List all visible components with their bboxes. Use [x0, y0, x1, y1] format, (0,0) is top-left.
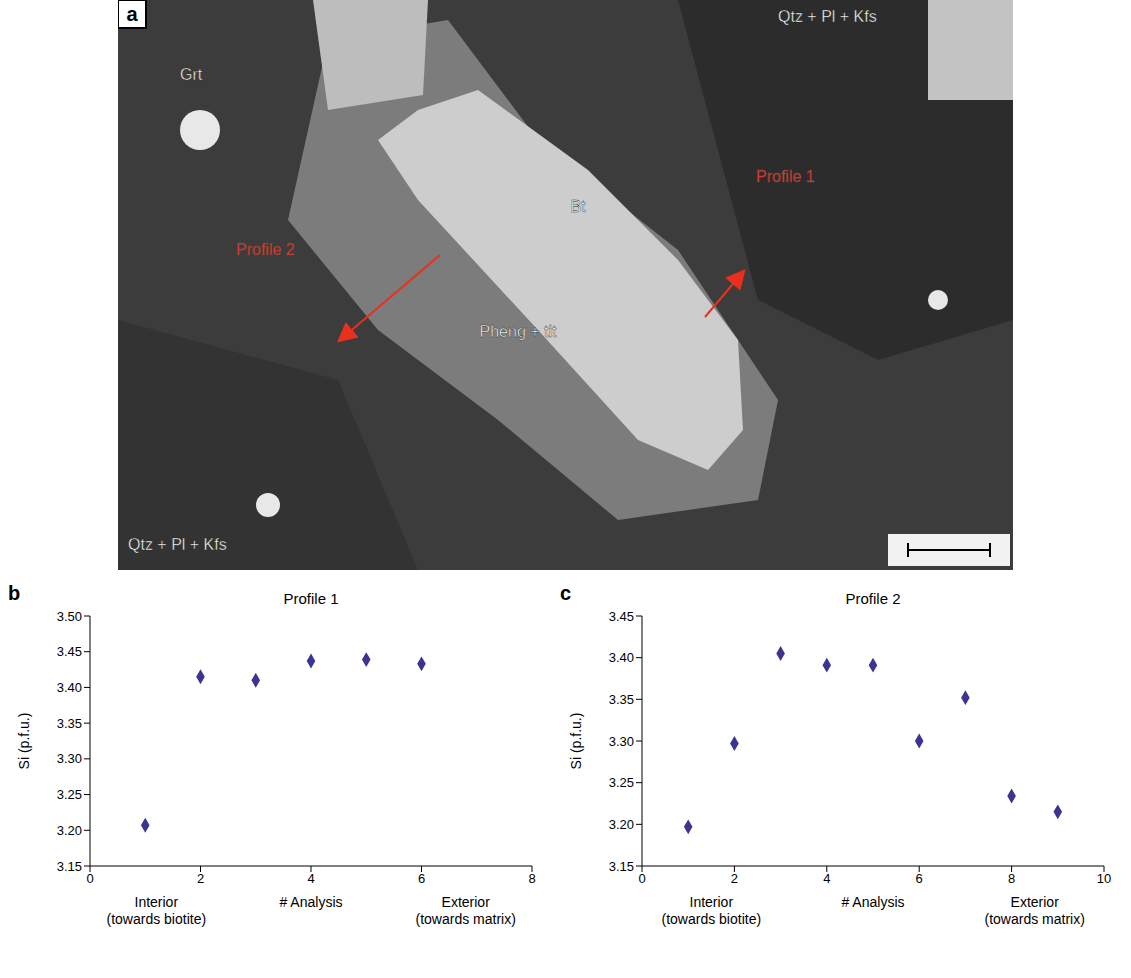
svg-text:8: 8: [528, 871, 535, 886]
svg-text:3.40: 3.40: [57, 680, 82, 695]
svg-text:3.25: 3.25: [609, 775, 634, 790]
html-text:# Analysis: # Analysis: [279, 894, 343, 910]
html-text:Profile 1: Profile 1: [283, 590, 339, 607]
svg-text:6: 6: [418, 871, 425, 886]
html-text:Interior: Interior: [134, 894, 179, 910]
svg-text:3.50: 3.50: [57, 609, 82, 624]
svg-text:Si (p.f.u.): Si (p.f.u.): [568, 713, 584, 770]
svg-text:3.20: 3.20: [57, 823, 82, 838]
svg-text:3.15: 3.15: [57, 859, 82, 874]
html-text:# Analysis: # Analysis: [841, 894, 905, 910]
svg-text:3.45: 3.45: [609, 609, 634, 624]
svg-text:8: 8: [1008, 871, 1015, 886]
svg-text:6: 6: [916, 871, 923, 886]
html-text:(towards matrix): (towards matrix): [415, 911, 516, 927]
svg-text:Profile 2: Profile 2: [236, 241, 295, 258]
svg-text:2: 2: [197, 871, 204, 886]
html-text:(towards matrix): (towards matrix): [984, 911, 1085, 927]
html-text:(towards biotite): (towards biotite): [106, 911, 207, 927]
svg-text:2: 2: [731, 871, 738, 886]
svg-text:3.25: 3.25: [57, 787, 82, 802]
svg-text:3.30: 3.30: [57, 751, 82, 766]
html-text:Profile 2: Profile 2: [845, 590, 901, 607]
svg-text:0: 0: [638, 871, 645, 886]
svg-text:Qtz + Pl + Kfs: Qtz + Pl + Kfs: [128, 536, 227, 553]
svg-text:3.40: 3.40: [609, 650, 634, 665]
svg-text:Si (p.f.u.): Si (p.f.u.): [16, 713, 32, 770]
svg-text:3.35: 3.35: [57, 716, 82, 731]
svg-text:10: 10: [1097, 871, 1111, 886]
svg-text:Pheng + tit: Pheng + tit: [480, 323, 558, 340]
svg-text:3.45: 3.45: [57, 644, 82, 659]
svg-text:3.15: 3.15: [609, 859, 634, 874]
html-text:c: c: [560, 582, 572, 604]
html-text:(towards biotite): (towards biotite): [661, 911, 762, 927]
html-text:Exterior: Exterior: [441, 894, 490, 910]
svg-text:Qtz + Pl + Kfs: Qtz + Pl + Kfs: [778, 8, 877, 25]
html-text:Interior: Interior: [689, 894, 734, 910]
svg-text:4: 4: [307, 871, 314, 886]
svg-text:Grt: Grt: [180, 66, 203, 83]
svg-text:3.30: 3.30: [609, 734, 634, 749]
html-text:b: b: [8, 582, 21, 604]
html-text:Exterior: Exterior: [1010, 894, 1059, 910]
svg-text:3.20: 3.20: [609, 817, 634, 832]
svg-text:Bt: Bt: [570, 198, 586, 215]
svg-text:3.35: 3.35: [609, 692, 634, 707]
svg-text:Profile 1: Profile 1: [756, 168, 815, 185]
svg-text:a: a: [126, 3, 138, 25]
svg-text:4: 4: [823, 871, 830, 886]
svg-text:0: 0: [86, 871, 93, 886]
